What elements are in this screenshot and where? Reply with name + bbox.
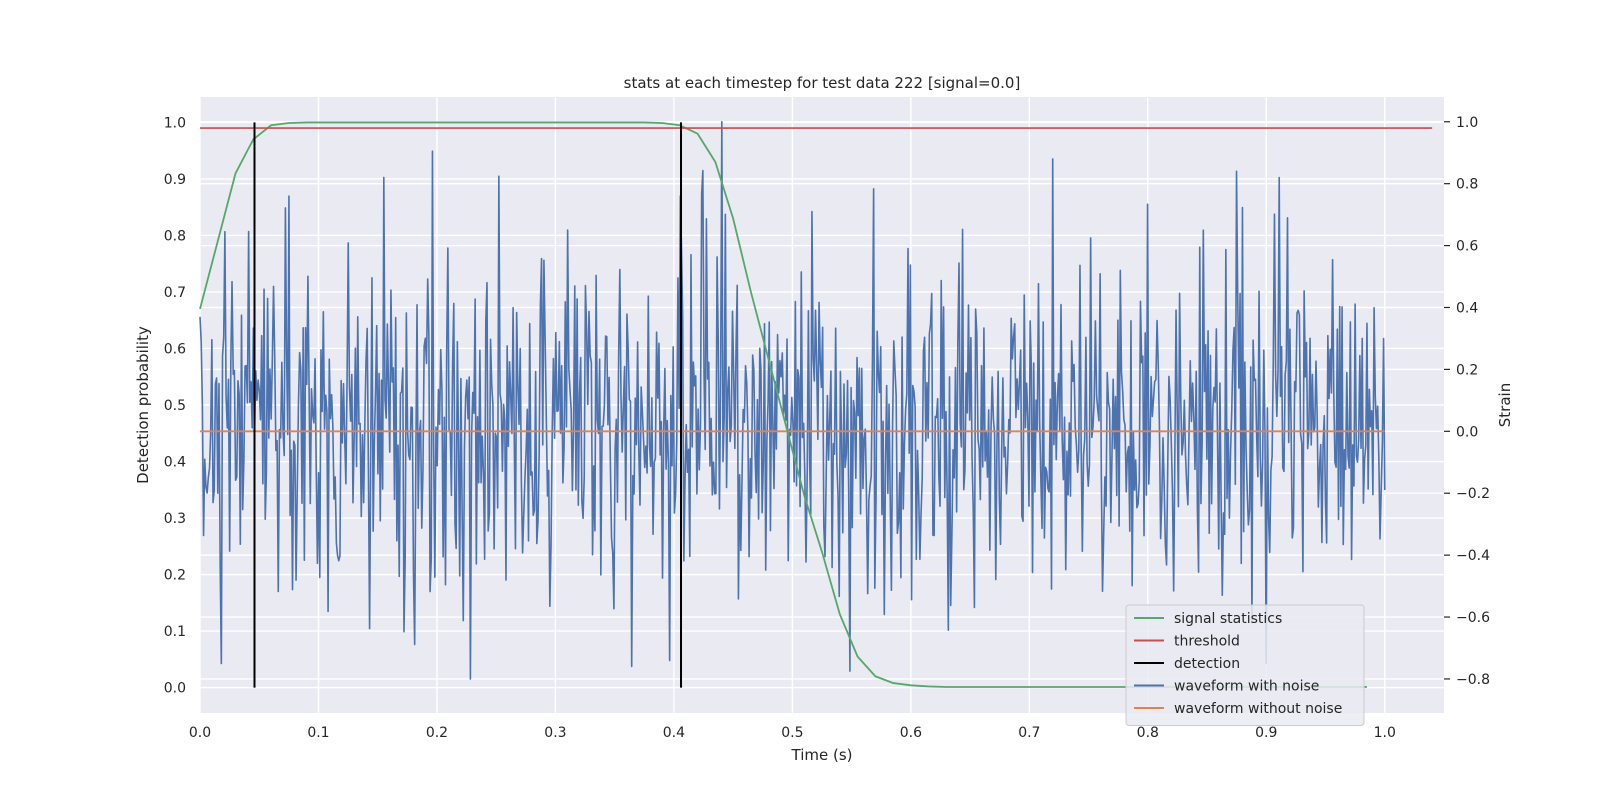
y-tick-label-left: 0.1	[164, 624, 186, 640]
y-tick-label-left: 1.0	[164, 115, 186, 131]
y-tick-label-right: 0.2	[1456, 362, 1478, 378]
axis-layer: 0.0 0.1 0.2 0.3 0.4 0.5 0.6 0.7 0.8 0.9 1.0 0.0 0.1 0…	[164, 115, 1490, 741]
x-tick-label: 0.9	[1255, 725, 1277, 741]
y-tick-label-right: −0.8	[1456, 672, 1490, 688]
y-tick-label-right: 1.0	[1456, 115, 1478, 131]
x-tick-label: 0.8	[1137, 725, 1159, 741]
y-tick-label-right: 0.0	[1456, 424, 1478, 440]
x-tick-label: 0.6	[900, 725, 922, 741]
legend-entry-label: waveform with noise	[1174, 679, 1319, 695]
legend-entry-label: signal statistics	[1174, 611, 1282, 627]
y-tick-label-left: 0.9	[164, 172, 186, 188]
x-tick-label: 0.5	[781, 725, 803, 741]
y-tick-label-right: −0.6	[1456, 610, 1490, 626]
legend-box	[1125, 604, 1365, 726]
x-tick-label: 0.1	[307, 725, 329, 741]
y-tick-label-left: 0.7	[164, 285, 186, 301]
y-tick-label-right: 0.6	[1456, 239, 1478, 255]
x-tick-label: 0.4	[663, 725, 685, 741]
x-tick-label: 0.7	[1018, 725, 1040, 741]
y-tick-label-left: 0.0	[164, 681, 186, 697]
y-tick-label-right: 0.8	[1456, 177, 1478, 193]
y-tick-label-right: −0.2	[1456, 486, 1490, 502]
x-tick-label: 0.0	[189, 725, 211, 741]
y-tick-label-left: 0.6	[164, 341, 186, 357]
chart-title: stats at each timestep for test data 222…	[624, 74, 1021, 92]
legend-entry-label: detection	[1174, 656, 1240, 672]
y-tick-label-left: 0.5	[164, 398, 186, 414]
legend: signal statistics threshold detection wavef…	[1125, 604, 1365, 726]
legend-entry-label: threshold	[1174, 634, 1240, 650]
y-tick-label-right: 0.4	[1456, 300, 1478, 316]
y-tick-label-left: 0.3	[164, 511, 186, 527]
y-axis-label-left: Detection probability	[134, 326, 152, 484]
series-line-waveform-with-noise	[199, 120, 1386, 680]
y-tick-label-left: 0.4	[164, 455, 186, 471]
x-tick-label: 1.0	[1374, 725, 1396, 741]
y-tick-label-right: −0.4	[1456, 548, 1490, 564]
y-tick-label-left: 0.8	[164, 228, 186, 244]
x-axis-label: Time (s)	[791, 746, 853, 764]
x-tick-label: 0.2	[426, 725, 448, 741]
x-tick-label: 0.3	[544, 725, 566, 741]
y-axis-label-right: Strain	[1496, 383, 1514, 427]
y-tick-label-left: 0.2	[164, 568, 186, 584]
legend-entry-label: waveform without noise	[1174, 701, 1342, 717]
